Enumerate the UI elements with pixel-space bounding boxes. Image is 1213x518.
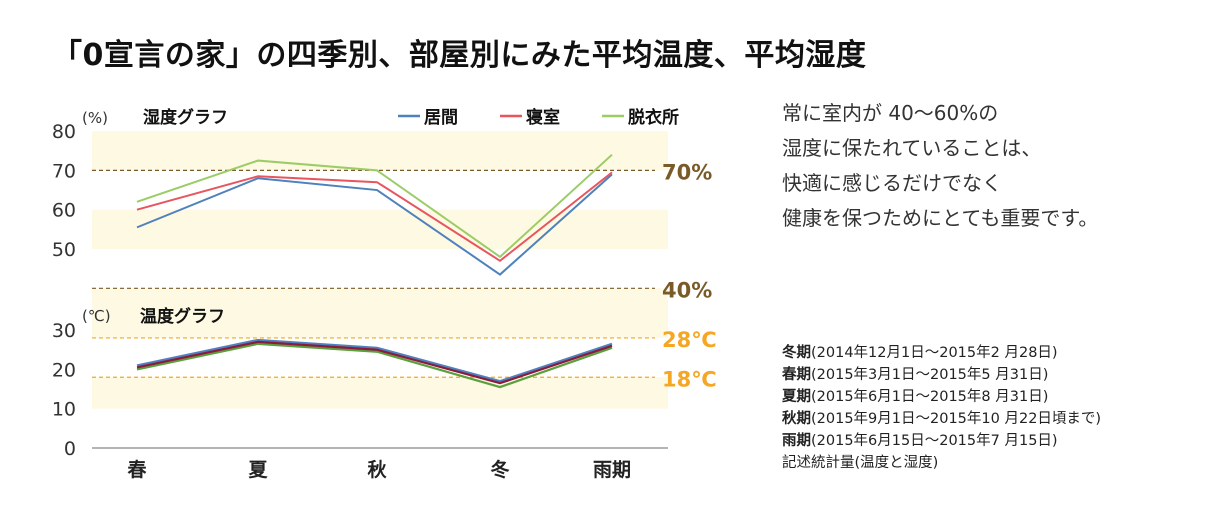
period-season: 秋期 bbox=[782, 411, 811, 427]
period-range: (2015年9月1日〜2015年10 月22日頃まで) bbox=[811, 411, 1102, 427]
description-line: 快適に感じるだけでなく bbox=[782, 171, 1002, 195]
x-tick-label: 夏 bbox=[248, 459, 268, 481]
reference-label: 18℃ bbox=[662, 367, 717, 391]
y-unit-label: (℃) bbox=[82, 307, 111, 325]
period-range: (2015年6月15日〜2015年7 月15日) bbox=[811, 433, 1058, 449]
y-unit-label: (%) bbox=[82, 109, 108, 127]
legend-label: 居間 bbox=[424, 108, 458, 128]
y-tick-label: 30 bbox=[52, 320, 76, 342]
period-list: 冬期(2014年12月1日〜2015年2 月28日) 春期(2015年3月1日〜… bbox=[782, 342, 1101, 474]
chart-title: 湿度グラフ bbox=[143, 107, 228, 128]
period-item: 雨期(2015年6月15日〜2015年7 月15日) bbox=[782, 430, 1101, 452]
description: 常に室内が 40〜60%の 湿度に保たれていることは、 快適に感じるだけでなく … bbox=[782, 96, 1098, 236]
humidity-series-line bbox=[136, 173, 613, 276]
reference-label: 40% bbox=[662, 278, 712, 302]
reference-label: 28℃ bbox=[662, 328, 717, 352]
description-line: 湿度に保たれていることは、 bbox=[782, 136, 1042, 160]
legend-label: 寝室 bbox=[526, 107, 560, 128]
x-tick-label: 春 bbox=[127, 458, 146, 481]
y-tick-label: 50 bbox=[52, 239, 76, 261]
description-line: 常に室内が 40〜60%の bbox=[782, 101, 999, 125]
period-season: 夏期 bbox=[782, 389, 811, 405]
humidity-series-line bbox=[136, 153, 613, 259]
period-item: 秋期(2015年9月1日〜2015年10 月22日頃まで) bbox=[782, 408, 1101, 430]
background-band bbox=[92, 131, 668, 171]
description-line: 健康を保つためにとても重要です。 bbox=[782, 206, 1099, 230]
x-tick-label: 秋 bbox=[367, 458, 387, 481]
page-title: 「0宣言の家」の四季別、部屋別にみた平均温度、平均湿度 bbox=[52, 38, 867, 73]
temperature-series-line bbox=[136, 338, 613, 383]
y-tick-label: 20 bbox=[52, 359, 76, 381]
y-tick-label: 60 bbox=[52, 200, 76, 222]
period-item: 冬期(2014年12月1日〜2015年2 月28日) bbox=[782, 342, 1101, 364]
background-band bbox=[92, 377, 668, 409]
background-band bbox=[92, 288, 668, 331]
x-tick-label: 冬 bbox=[490, 458, 509, 481]
stats-note: 記述統計量(温度と湿度) bbox=[782, 455, 939, 471]
period-range: (2014年12月1日〜2015年2 月28日) bbox=[811, 345, 1058, 361]
background-band bbox=[92, 330, 668, 338]
period-item: 夏期(2015年6月1日〜2015年8 月31日) bbox=[782, 386, 1101, 408]
temperature-series-line bbox=[136, 342, 613, 389]
temperature-series-line bbox=[136, 340, 613, 385]
x-tick-label: 雨期 bbox=[593, 459, 631, 481]
legend-label: 脱衣所 bbox=[628, 107, 679, 128]
y-tick-label: 80 bbox=[52, 121, 76, 143]
background-band bbox=[92, 209, 668, 249]
period-season: 雨期 bbox=[782, 433, 811, 449]
y-tick-label: 70 bbox=[52, 160, 76, 182]
period-range: (2015年3月1日〜2015年5 月31日) bbox=[811, 367, 1049, 383]
y-tick-label: 10 bbox=[52, 399, 76, 421]
period-season: 春期 bbox=[782, 367, 811, 383]
period-season: 冬期 bbox=[782, 345, 811, 361]
y-tick-label: 0 bbox=[64, 438, 76, 460]
humidity-series-line bbox=[136, 171, 613, 263]
reference-label: 70% bbox=[662, 160, 712, 184]
period-item: 春期(2015年3月1日〜2015年5 月31日) bbox=[782, 364, 1101, 386]
period-range: (2015年6月1日〜2015年8 月31日) bbox=[811, 389, 1049, 405]
chart-title: 温度グラフ bbox=[140, 306, 225, 327]
